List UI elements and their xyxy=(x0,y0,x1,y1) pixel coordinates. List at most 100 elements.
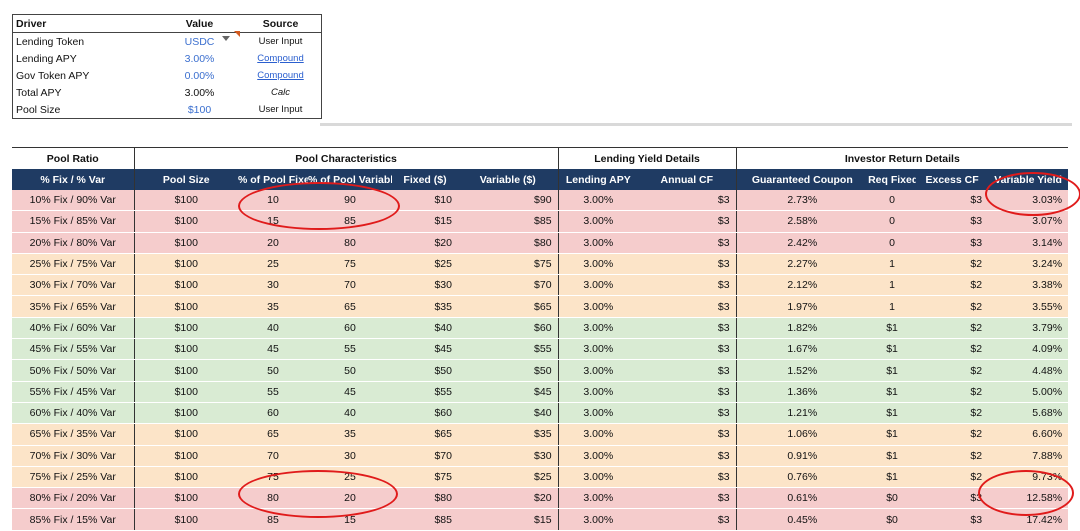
table-cell[interactable]: 10 xyxy=(238,190,308,212)
table-cell[interactable]: 0 xyxy=(868,232,917,254)
table-cell[interactable]: $70 xyxy=(458,274,559,297)
table-cell[interactable]: $50 xyxy=(458,359,559,382)
table-cell[interactable]: $3 xyxy=(638,508,737,531)
table-cell[interactable]: $2 xyxy=(916,253,989,276)
table-cell[interactable]: 3.00% xyxy=(557,402,639,425)
table-cell[interactable]: 25% Fix / 75% Var xyxy=(12,253,134,276)
table-cell[interactable]: $20 xyxy=(458,487,559,510)
table-cell[interactable]: 75% Fix / 25% Var xyxy=(12,466,134,489)
table-cell[interactable]: $75 xyxy=(458,253,559,276)
table-cell[interactable]: $1 xyxy=(868,317,917,340)
table-cell[interactable]: 3.00% xyxy=(557,317,639,340)
table-cell[interactable]: 2.42% xyxy=(735,232,869,254)
table-cell[interactable]: $85 xyxy=(458,210,559,233)
table-cell[interactable]: $1 xyxy=(868,402,917,425)
table-cell[interactable]: $2 xyxy=(916,381,989,403)
table-cell[interactable]: $1 xyxy=(868,445,917,467)
table-cell[interactable]: $3 xyxy=(638,381,737,403)
table-cell[interactable]: $2 xyxy=(916,295,989,318)
table-cell[interactable]: $45 xyxy=(392,338,458,361)
table-cell[interactable]: 25 xyxy=(308,466,392,489)
table-cell[interactable]: 1.97% xyxy=(735,295,869,318)
table-cell[interactable]: 20 xyxy=(238,232,308,254)
table-cell[interactable]: $1 xyxy=(868,423,917,446)
table-cell[interactable]: 75 xyxy=(308,253,392,276)
table-cell[interactable]: $3 xyxy=(638,317,737,340)
table-cell[interactable]: 3.00% xyxy=(557,359,639,382)
pool-size-value[interactable]: $100 xyxy=(187,103,212,116)
table-cell[interactable]: $100 xyxy=(133,295,238,318)
table-cell[interactable]: 55 xyxy=(238,381,308,403)
table-cell[interactable]: $2 xyxy=(916,359,989,382)
table-cell[interactable]: 3.00% xyxy=(557,210,639,233)
table-cell[interactable]: 60% Fix / 40% Var xyxy=(12,402,134,425)
table-cell[interactable]: 30% Fix / 70% Var xyxy=(12,274,134,297)
table-cell[interactable]: $2 xyxy=(916,317,989,340)
table-cell[interactable]: $3 xyxy=(638,338,737,361)
table-cell[interactable]: $100 xyxy=(133,317,238,340)
table-cell[interactable]: $85 xyxy=(392,508,458,531)
table-cell[interactable]: 1.82% xyxy=(735,317,869,340)
table-cell[interactable]: $1 xyxy=(868,359,917,382)
table-cell[interactable]: $80 xyxy=(458,232,559,254)
table-cell[interactable]: $15 xyxy=(392,210,458,233)
table-cell[interactable]: 3.00% xyxy=(557,253,639,276)
table-cell[interactable]: $3 xyxy=(916,508,989,531)
table-cell[interactable]: $2 xyxy=(916,274,989,297)
table-cell[interactable]: 3.00% xyxy=(557,423,639,446)
table-cell[interactable]: 1.36% xyxy=(735,381,869,403)
lending-token-select[interactable]: USDC xyxy=(184,35,215,48)
table-cell[interactable]: $2 xyxy=(916,445,989,467)
table-cell[interactable]: 85% Fix / 15% Var xyxy=(12,508,134,531)
table-cell[interactable]: 3.00% xyxy=(557,508,639,531)
table-cell[interactable]: 70 xyxy=(238,445,308,467)
table-cell[interactable]: 1 xyxy=(868,274,917,297)
table-cell[interactable]: $3 xyxy=(638,274,737,297)
table-cell[interactable]: $3 xyxy=(916,232,989,254)
table-cell[interactable]: $25 xyxy=(392,253,458,276)
table-cell[interactable]: $100 xyxy=(133,190,238,212)
table-cell[interactable]: $30 xyxy=(392,274,458,297)
table-cell[interactable]: 0.61% xyxy=(735,487,869,510)
table-cell[interactable]: $55 xyxy=(458,338,559,361)
table-cell[interactable]: 12.58% xyxy=(988,487,1069,510)
table-cell[interactable]: 9.73% xyxy=(988,466,1069,489)
table-cell[interactable]: 5.68% xyxy=(988,402,1069,425)
table-cell[interactable]: $2 xyxy=(916,466,989,489)
table-cell[interactable]: 1.52% xyxy=(735,359,869,382)
table-cell[interactable]: $1 xyxy=(868,466,917,489)
table-cell[interactable]: $100 xyxy=(133,253,238,276)
table-cell[interactable]: 17.42% xyxy=(988,508,1069,531)
table-cell[interactable]: 3.07% xyxy=(988,210,1069,233)
table-cell[interactable]: 3.00% xyxy=(557,445,639,467)
table-cell[interactable]: $80 xyxy=(392,487,458,510)
table-cell[interactable]: $90 xyxy=(458,190,559,212)
dropdown-arrow-icon[interactable] xyxy=(222,36,230,41)
total-apy-value[interactable]: 3.00% xyxy=(184,86,215,99)
table-cell[interactable]: 2.27% xyxy=(735,253,869,276)
table-cell[interactable]: 4.09% xyxy=(988,338,1069,361)
table-cell[interactable]: 50 xyxy=(308,359,392,382)
table-cell[interactable]: 3.55% xyxy=(988,295,1069,318)
table-cell[interactable]: $100 xyxy=(133,381,238,403)
table-cell[interactable]: 3.00% xyxy=(557,190,639,212)
table-cell[interactable]: $1 xyxy=(868,338,917,361)
table-cell[interactable]: 1.21% xyxy=(735,402,869,425)
table-cell[interactable]: 30 xyxy=(308,445,392,467)
table-cell[interactable]: $25 xyxy=(458,466,559,489)
table-cell[interactable]: $20 xyxy=(392,232,458,254)
table-cell[interactable]: $60 xyxy=(458,317,559,340)
table-cell[interactable]: $45 xyxy=(458,381,559,403)
table-cell[interactable]: 6.60% xyxy=(988,423,1069,446)
table-cell[interactable]: 60 xyxy=(238,402,308,425)
table-cell[interactable]: $70 xyxy=(392,445,458,467)
table-cell[interactable]: 70 xyxy=(308,274,392,297)
table-cell[interactable]: 65 xyxy=(308,295,392,318)
table-cell[interactable]: 80 xyxy=(238,487,308,510)
table-cell[interactable]: 3.00% xyxy=(557,274,639,297)
table-cell[interactable]: $3 xyxy=(916,210,989,233)
table-cell[interactable]: 45% Fix / 55% Var xyxy=(12,338,134,361)
table-cell[interactable]: 0.45% xyxy=(735,508,869,531)
table-cell[interactable]: 85 xyxy=(238,508,308,531)
compound-link[interactable]: Compound xyxy=(257,53,304,64)
